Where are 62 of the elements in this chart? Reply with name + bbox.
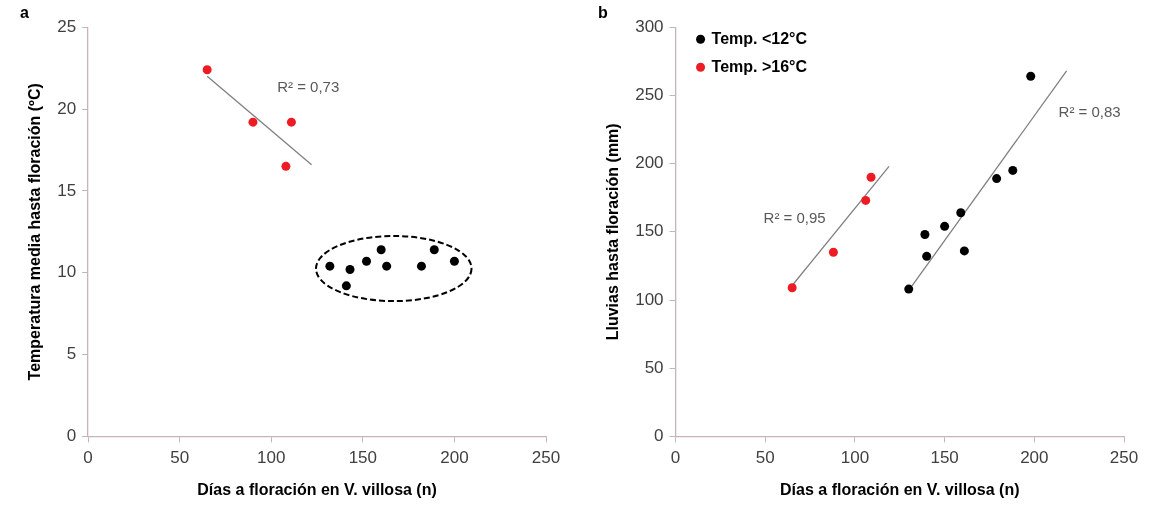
y-tick-label: 20 [57, 98, 77, 118]
point [787, 283, 797, 293]
y-tick-label: 5 [66, 344, 77, 364]
x-tick-label: 50 [170, 448, 190, 468]
x-tick-label: 0 [670, 448, 681, 468]
chart-title: b [598, 4, 608, 22]
y-tick-label: 0 [66, 426, 77, 446]
point [202, 65, 212, 75]
point [345, 264, 355, 274]
y-axis-title: Temperatura media hasta floración (ºC) [26, 83, 44, 381]
x-tick-label: 150 [348, 448, 378, 468]
y-tick-label: 300 [635, 16, 664, 36]
y-tick-label: 25 [57, 16, 77, 36]
x-tick-label: 50 [755, 448, 775, 468]
y-tick-label: 10 [57, 262, 77, 282]
x-axis-title: Días a floración en V. villosa (n) [780, 480, 1020, 498]
point [449, 256, 459, 266]
chart-title: a [20, 4, 29, 22]
y-axis-title: Lluvias hasta floración (mm) [604, 123, 622, 341]
x-tick-label: 150 [930, 448, 959, 468]
point [904, 284, 914, 294]
point [922, 251, 932, 261]
x-tick-label: 100 [257, 448, 286, 468]
x-tick-label: 100 [840, 448, 870, 468]
point [1026, 71, 1036, 81]
annotation: R² = 0,83 [1058, 102, 1121, 120]
y-tick-label: 15 [57, 180, 77, 200]
legend-label: Temp. <12°C [711, 29, 808, 47]
point [920, 230, 930, 240]
point [248, 117, 258, 127]
x-tick-label: 250 [1109, 448, 1139, 468]
annotation: R² = 0,95 [763, 209, 826, 227]
point [341, 281, 351, 291]
x-tick-label: 250 [531, 448, 561, 468]
y-tick-label: 0 [654, 426, 664, 446]
point [956, 208, 966, 218]
y-tick-label: 100 [635, 289, 664, 309]
y-tick-label: 250 [635, 85, 664, 105]
point [376, 245, 386, 255]
x-axis-title: Días a floración en V. villosa (n) [197, 480, 437, 498]
point [362, 256, 372, 266]
point [992, 174, 1002, 184]
point [382, 261, 392, 271]
y-tick-label: 50 [644, 357, 664, 377]
point [828, 247, 838, 257]
legend-label: Temp. >16°C [711, 57, 808, 75]
point [1008, 165, 1018, 175]
y-tick-label: 200 [635, 153, 664, 173]
x-tick-label: 200 [1020, 448, 1049, 468]
point [286, 117, 296, 127]
x-tick-label: 200 [440, 448, 469, 468]
point [281, 161, 291, 171]
point [416, 261, 426, 271]
annotation: R² = 0,73 [277, 78, 340, 96]
point [325, 261, 335, 271]
point [940, 221, 950, 231]
point [959, 246, 969, 256]
point [861, 195, 871, 205]
point [866, 172, 876, 182]
y-tick-label: 150 [635, 221, 664, 241]
point [429, 245, 439, 255]
x-tick-label: 0 [83, 448, 93, 468]
